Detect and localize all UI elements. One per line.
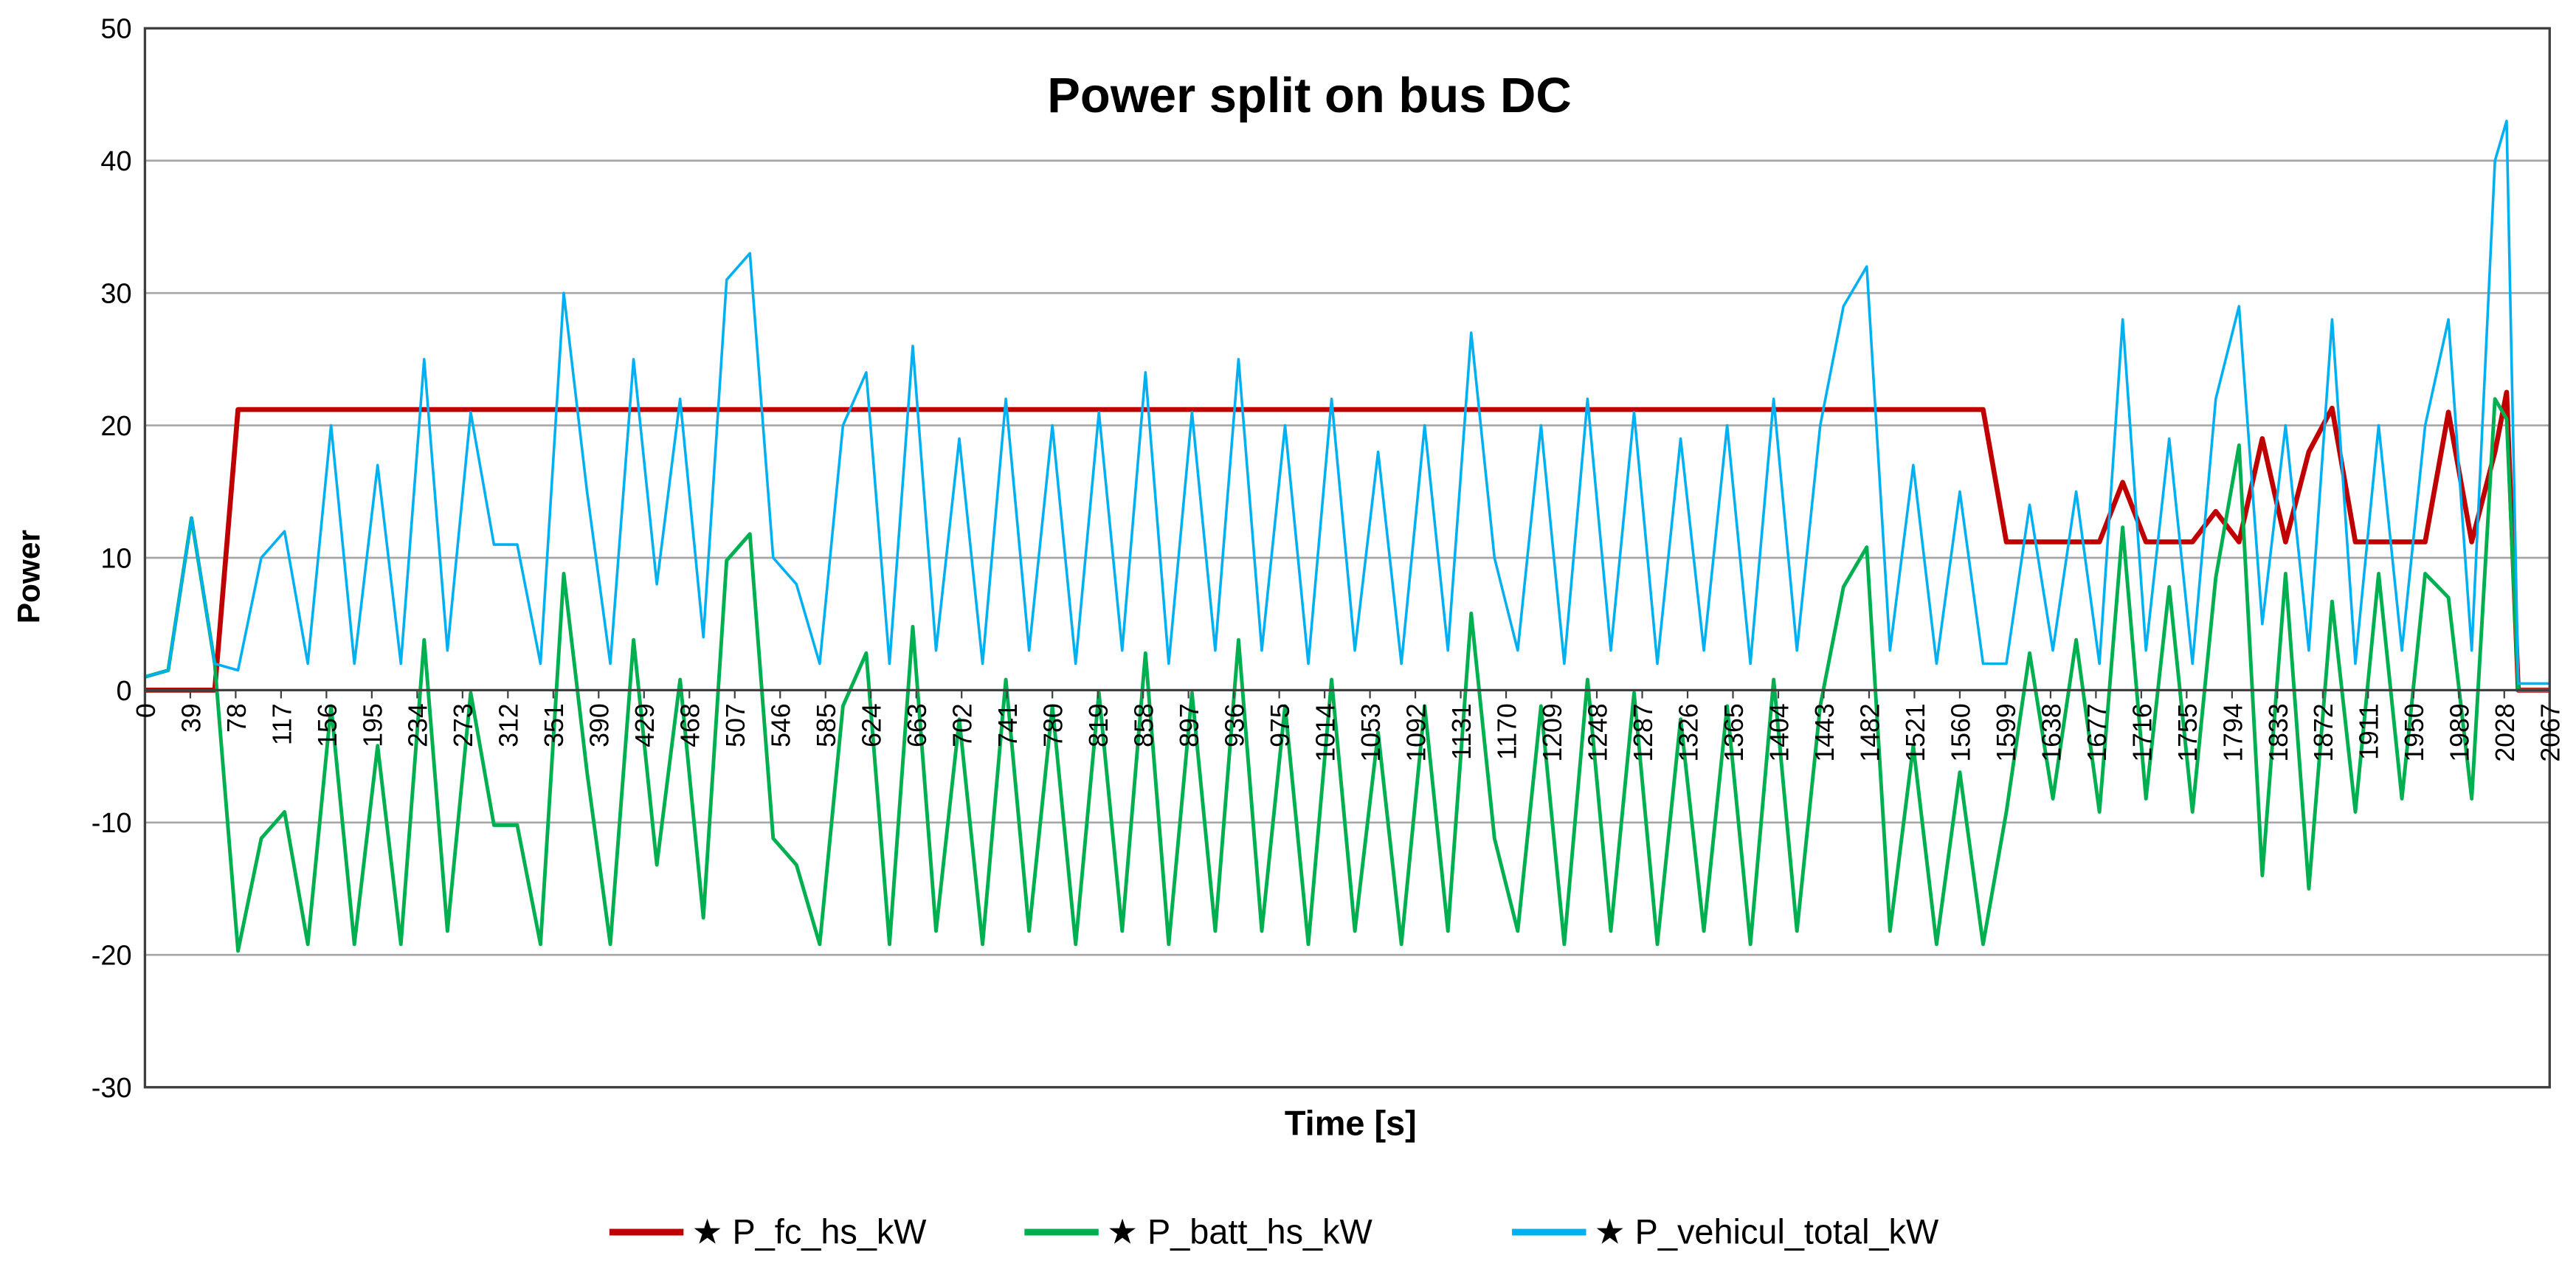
x-tick-label: 117 [267,703,297,745]
plot-border [143,27,2551,1089]
chart-title: Power split on bus DC [1047,68,1572,123]
x-tick-label: 1092 [1401,703,1431,761]
y-axis-label: Power [12,530,46,623]
y-tick-label: 30 [100,279,131,310]
x-tick-label: 1521 [1901,703,1930,761]
x-tick-label: 1560 [1946,703,1975,761]
x-tick-label: 195 [358,703,387,747]
x-tick-label: 780 [1039,703,1068,747]
x-tick-label: 351 [539,703,569,747]
legend-label: ★ P_batt_hs_kW [1107,1213,1373,1251]
x-tick-label: 1326 [1674,703,1703,761]
x-tick-label: 234 [404,703,433,747]
x-tick-label: 585 [812,703,841,747]
y-tick-label: 0 [116,676,131,707]
x-tick-label: 1872 [2309,703,2338,761]
x-tick-label: 819 [1084,703,1113,747]
y-tick-label: 10 [100,543,131,574]
x-tick-label: 1989 [2445,703,2475,761]
x-tick-label: 1209 [1538,703,1567,761]
x-tick-label: 468 [676,703,705,747]
x-tick-label: 936 [1220,703,1250,747]
y-tick-label: -30 [91,1073,132,1104]
x-tick-label: 1248 [1583,703,1612,761]
x-tick-label: 507 [721,703,750,747]
x-tick-label: 1599 [1992,703,2021,761]
x-tick-label: 78 [222,703,252,733]
x-tick-label: 39 [176,703,206,733]
x-tick-label: 1950 [2400,703,2429,761]
y-tick-label: 50 [100,14,131,45]
series-line [144,120,2550,685]
x-tick-label: 1014 [1311,703,1341,761]
x-tick-label: 1794 [2218,703,2248,761]
x-tick-label: 546 [767,703,796,747]
x-tick-label: 663 [902,703,932,747]
x-tick-label: 1287 [1629,703,1658,761]
x-tick-label: 1833 [2264,703,2293,761]
y-tick-label: -20 [91,941,132,972]
x-tick-label: 1716 [2127,703,2157,761]
series-line [144,397,2550,953]
x-tick-label: 1443 [1810,703,1840,761]
x-tick-label: 1677 [2082,703,2112,761]
x-axis-label: Time [s] [1285,1104,1417,1142]
x-tick-label: 1911 [2355,703,2384,760]
x-tick-label: 1170 [1492,703,1522,760]
x-tick-label: 1053 [1356,703,1386,761]
legend-label: ★ P_vehicul_total_kW [1595,1213,1939,1251]
x-tick-label: 156 [313,703,342,747]
x-tick-label: 429 [630,703,660,747]
legend: ★ P_fc_hs_kW ★ P_batt_hs_kW ★ P_vehicul_to… [609,1213,1939,1251]
x-tick-label: 741 [993,703,1023,747]
y-tick-label: 20 [100,411,131,442]
x-tick-label: 2067 [2536,703,2566,761]
x-tick-label: 897 [1175,703,1204,747]
y-tick-label: -10 [91,808,132,839]
x-tick-label: 1482 [1855,703,1885,761]
y-tick-label: 40 [100,146,131,177]
x-tick-label: 1638 [2037,703,2066,761]
legend-label: ★ P_fc_hs_kW [691,1213,927,1251]
x-tick-label: 975 [1265,703,1295,747]
x-tick-label: 0 [131,703,161,718]
x-tick-label: 312 [494,703,524,747]
axes: -30 -20 -10 0 10 20 30 40 50 0 39 78 117 156 195 234 273… [91,14,2566,1104]
x-tick-label: 2028 [2490,703,2520,761]
x-tick-label: 1755 [2173,703,2203,761]
x-tick-label: 1365 [1719,703,1749,761]
plot-lines [144,120,2550,953]
x-tick-label: 390 [585,703,615,747]
x-tick-label: 858 [1130,703,1159,747]
x-tick-label: 702 [948,703,978,747]
x-tick-label: 1404 [1764,703,1794,761]
x-tick-label: 1131 [1447,703,1477,760]
x-tick-label: 273 [449,703,478,747]
x-tick-label: 624 [857,703,887,747]
